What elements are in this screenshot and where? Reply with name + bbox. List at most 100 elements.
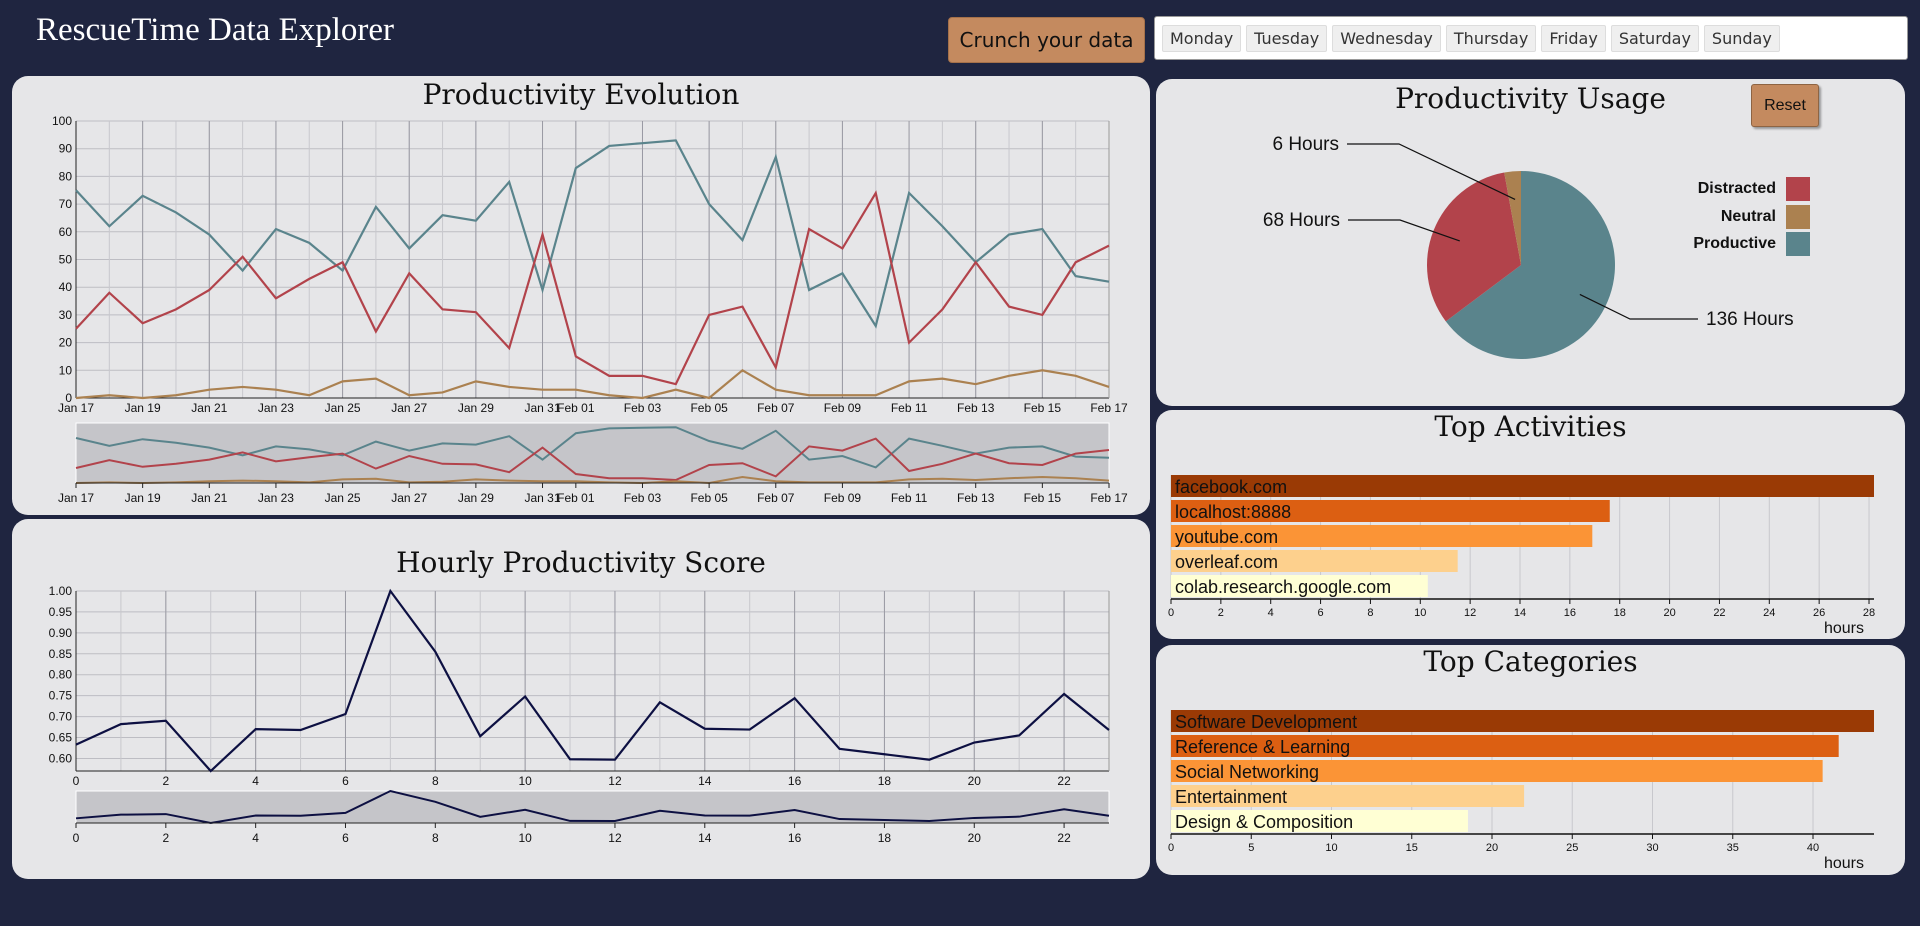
top-activities-chart[interactable]: facebook.com localhost:8888 youtube.com ove…: [1156, 410, 1905, 639]
x-tick-label: 4: [1268, 607, 1274, 619]
app-title: RescueTime Data Explorer: [36, 12, 395, 48]
bar-label: overleaf.com: [1175, 552, 1278, 572]
mini-x-tick-label: 0: [73, 831, 80, 845]
x-tick-label: 22: [1713, 607, 1725, 619]
x-tick-label: 12: [1464, 607, 1476, 619]
x-tick-label: Jan 27: [391, 401, 427, 415]
mini-x-tick-label: 14: [698, 831, 712, 845]
y-tick-label: 30: [59, 308, 73, 322]
y-tick-label: 0.85: [49, 647, 73, 661]
series-line-neutral: [75, 368, 1110, 400]
mini-x-tick-label: 8: [432, 831, 439, 845]
x-tick-label: Jan 23: [258, 401, 294, 415]
pie-slice-distracted: [1427, 172, 1521, 322]
legend-distracted-swatch: [1786, 177, 1810, 201]
productivity-usage-panel: Productivity Usage Reset 136 Hours 68 Hou…: [1156, 79, 1905, 406]
x-tick-label: 2: [162, 774, 169, 788]
legend-productive-swatch: [1786, 232, 1810, 256]
productivity-usage-pie[interactable]: 136 Hours 68 Hours 6 Hours: [1156, 79, 1905, 406]
y-tick-label: 10: [59, 363, 73, 377]
day-button-monday[interactable]: Monday: [1162, 24, 1242, 52]
mini-series-line-neutral: [75, 475, 1110, 485]
x-tick-label: 10: [1325, 842, 1337, 854]
bar: [1171, 760, 1823, 782]
hourly-productivity-chart[interactable]: 1.000.950.900.850.800.750.700.650.600 2 4 6…: [12, 519, 1150, 879]
x-tick-label: 18: [1614, 607, 1626, 619]
mini-x-tick-label: Feb 03: [624, 491, 662, 505]
x-tick-label: Jan 21: [191, 401, 227, 415]
bar: [1171, 575, 1428, 597]
x-tick-label: Feb 01: [557, 401, 595, 415]
y-tick-label: 0.75: [49, 689, 73, 703]
mini-x-tick-label: 10: [518, 831, 532, 845]
bar-label: Software Development: [1175, 712, 1357, 732]
top-categories-title: Top Categories: [1423, 645, 1638, 678]
day-button-sunday[interactable]: Sunday: [1703, 24, 1780, 52]
pie-label-distracted: 68 Hours: [1263, 210, 1340, 231]
x-tick-label: Feb 11: [891, 401, 928, 415]
brush-area: [75, 790, 1110, 824]
mini-x-tick-label: Jan 25: [325, 491, 361, 505]
y-tick-label: 60: [59, 225, 73, 239]
top-categories-chart[interactable]: Software Development Reference & Learning…: [1156, 645, 1905, 875]
x-tick-label: Jan 29: [458, 401, 494, 415]
y-tick-label: 1.00: [49, 584, 73, 598]
bar: [1171, 500, 1610, 522]
reset-button[interactable]: Reset: [1751, 84, 1819, 127]
x-tick-label: 35: [1727, 842, 1739, 854]
x-tick-label: 8: [432, 774, 439, 788]
x-tick-label: 15: [1406, 842, 1418, 854]
x-tick-label: 30: [1646, 842, 1658, 854]
mini-x-tick-label: Feb 09: [824, 491, 862, 505]
mini-x-tick-label: 12: [608, 831, 622, 845]
mini-x-tick-label: 2: [162, 831, 169, 845]
x-tick-label: 24: [1763, 607, 1775, 619]
productivity-evolution-chart[interactable]: 0 10 20 30 40 50 60 70 80 90 100 Jan 17 Jan 19 Jan 21…: [12, 76, 1150, 515]
bar: [1171, 475, 1874, 497]
x-tick-label: Feb 07: [757, 401, 795, 415]
x-tick-label: 10: [518, 774, 532, 788]
x-tick-label: 14: [698, 774, 712, 788]
x-axis-label: hours: [1824, 855, 1864, 872]
y-tick-label: 50: [59, 253, 73, 267]
mini-x-tick-label: 22: [1057, 831, 1071, 845]
day-button-wednesday[interactable]: Wednesday: [1332, 24, 1441, 52]
mini-x-tick-label: Jan 27: [391, 491, 427, 505]
y-tick-label: 0.90: [49, 626, 73, 640]
x-tick-label: Jan 19: [125, 401, 161, 415]
x-tick-label: Jan 31: [525, 401, 561, 415]
bar: [1171, 550, 1458, 572]
bar-label: Design & Composition: [1175, 812, 1353, 832]
mini-x-tick-label: Feb 01: [557, 491, 595, 505]
day-button-thursday[interactable]: Thursday: [1445, 24, 1537, 52]
x-tick-label: Feb 17: [1090, 401, 1128, 415]
y-tick-label: 0: [65, 391, 72, 405]
mini-x-tick-label: 20: [968, 831, 982, 845]
bar: [1171, 810, 1468, 832]
legend-productive: Productive: [1656, 232, 1810, 256]
legend-neutral-label: Neutral: [1720, 208, 1776, 225]
mini-x-tick-label: 6: [342, 831, 349, 845]
day-button-saturday[interactable]: Saturday: [1610, 24, 1699, 52]
x-tick-label: 20: [1663, 607, 1675, 619]
y-tick-label: 90: [59, 142, 73, 156]
crunch-data-button[interactable]: Crunch your data: [948, 17, 1145, 63]
pie-leader-line: [1348, 219, 1460, 242]
x-tick-label: 16: [788, 774, 802, 788]
mini-x-tick-label: Feb 05: [690, 491, 728, 505]
x-tick-label: 40: [1807, 842, 1819, 854]
bar: [1171, 735, 1839, 757]
day-button-friday[interactable]: Friday: [1541, 24, 1606, 52]
x-tick-label: Feb 13: [957, 401, 995, 415]
bar: [1171, 710, 1874, 732]
x-tick-label: 10: [1414, 607, 1426, 619]
x-tick-label: Jan 17: [58, 401, 94, 415]
top-activities-title: Top Activities: [1434, 410, 1627, 443]
x-tick-label: 0: [73, 774, 80, 788]
productivity-evolution-title: Productivity Evolution: [422, 78, 740, 111]
day-button-tuesday[interactable]: Tuesday: [1246, 24, 1328, 52]
mini-x-tick-label: Jan 19: [125, 491, 161, 505]
pie-label-productive: 136 Hours: [1706, 309, 1794, 330]
pie-leader-line: [1579, 293, 1698, 320]
x-tick-label: 22: [1057, 774, 1071, 788]
